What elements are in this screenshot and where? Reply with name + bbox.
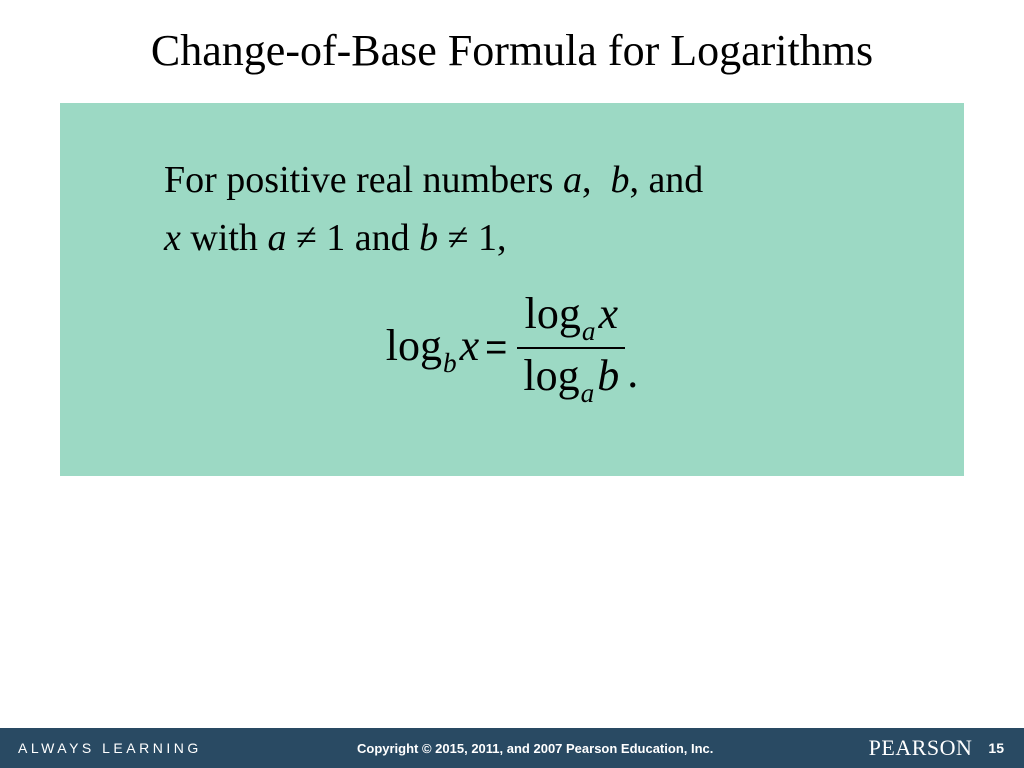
fraction: logax logab bbox=[517, 290, 625, 406]
den-arg: b bbox=[597, 351, 619, 400]
denominator: logab bbox=[517, 352, 625, 406]
var-a: a bbox=[267, 217, 286, 259]
text-part: , and bbox=[629, 159, 703, 201]
lhs-arg: x bbox=[460, 321, 480, 370]
equals: = bbox=[485, 327, 507, 370]
var-x: x bbox=[164, 217, 181, 259]
footer-bar: ALWAYS LEARNING Copyright © 2015, 2011, … bbox=[0, 728, 1024, 768]
slide-title: Change-of-Base Formula for Logarithms bbox=[0, 0, 1024, 95]
lhs-sub: b bbox=[443, 348, 457, 378]
numerator: logax bbox=[519, 290, 624, 344]
definition-box: For positive real numbers a, b, and x wi… bbox=[60, 103, 964, 476]
log-word: log bbox=[525, 289, 581, 338]
text-part: For positive real numbers bbox=[164, 159, 563, 201]
footer-page-number: 15 bbox=[988, 740, 1024, 756]
slide: Change-of-Base Formula for Logarithms Fo… bbox=[0, 0, 1024, 768]
footer-copyright: Copyright © 2015, 2011, and 2007 Pearson… bbox=[202, 741, 869, 756]
log-word: log bbox=[523, 351, 579, 400]
var-a: a bbox=[563, 159, 582, 201]
lhs: logbx bbox=[386, 320, 479, 377]
fraction-bar bbox=[517, 347, 625, 349]
den-sub: a bbox=[581, 378, 595, 408]
text-part: ≠ 1, bbox=[438, 217, 506, 259]
num-arg: x bbox=[598, 289, 618, 338]
num-sub: a bbox=[582, 316, 596, 346]
condition-text: For positive real numbers a, b, and x wi… bbox=[120, 151, 904, 269]
formula: logbx = logax logab . bbox=[120, 290, 904, 406]
log-word: log bbox=[386, 321, 442, 370]
text-part: ≠ 1 and bbox=[286, 217, 419, 259]
footer-tagline: ALWAYS LEARNING bbox=[0, 740, 202, 756]
period: . bbox=[627, 347, 638, 398]
text-part: , bbox=[582, 159, 601, 201]
var-b: b bbox=[419, 217, 438, 259]
footer-brand: PEARSON bbox=[869, 735, 989, 761]
var-b: b bbox=[610, 159, 629, 201]
text-part: with bbox=[181, 217, 268, 259]
